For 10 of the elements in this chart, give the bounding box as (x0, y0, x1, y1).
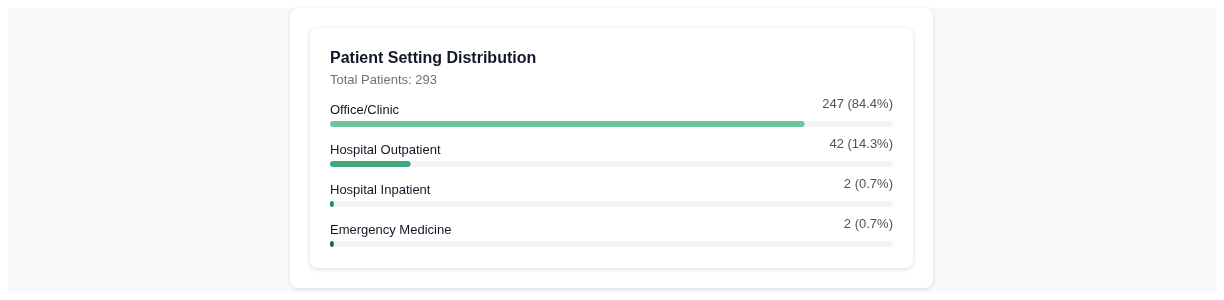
y-tick-label: Hospital Inpatient (330, 182, 431, 197)
chart-title: Patient Setting Distribution (330, 49, 537, 67)
data-label: 2 (0.7%) (843, 176, 893, 191)
data-label: 42 (14.3%) (829, 136, 893, 151)
y-tick-label: Office/Clinic (330, 102, 400, 117)
data-label: 2 (0.7%) (843, 216, 893, 231)
data-label: 247 (84.4%) (822, 96, 893, 111)
y-tick-label: Hospital Outpatient (330, 142, 441, 157)
chart-subtitle: Total Patients: 293 (330, 72, 437, 87)
y-tick-label: Emergency Medicine (330, 222, 452, 237)
